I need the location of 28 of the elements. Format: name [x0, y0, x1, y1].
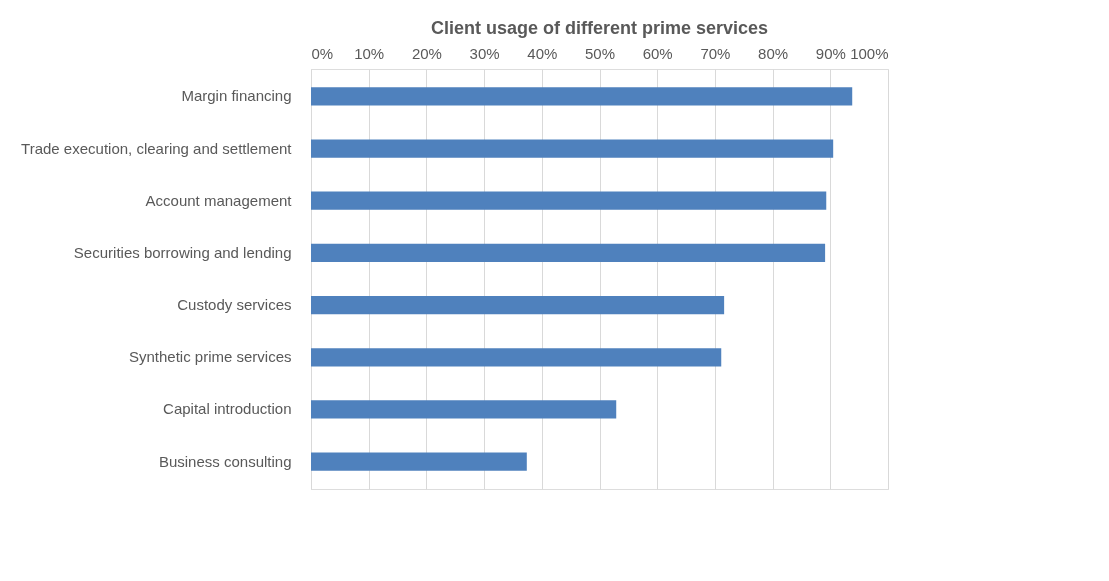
- x-tick-label: 50%: [584, 44, 616, 62]
- y-tick-label: Synthetic prime services: [128, 348, 292, 366]
- bar: [311, 348, 722, 367]
- y-tick-label: Custody services: [177, 296, 292, 314]
- x-tick-label: 90%: [815, 44, 846, 62]
- bar: [311, 139, 834, 158]
- y-tick-label: Account management: [145, 191, 293, 209]
- bar: [311, 452, 527, 471]
- y-tick-label: Capital introduction: [163, 400, 292, 418]
- x-tick-label: 80%: [758, 44, 789, 62]
- bar: [311, 87, 853, 106]
- bar: [311, 191, 827, 210]
- x-tick-label: 70%: [700, 44, 731, 62]
- x-tick-label: 20%: [411, 44, 442, 62]
- x-tick-label: 0%: [311, 44, 334, 62]
- bar: [311, 400, 617, 419]
- y-tick-label: Securities borrowing and lending: [73, 243, 292, 261]
- x-tick-label: 30%: [469, 44, 500, 62]
- x-tick-label: 60%: [642, 44, 673, 62]
- x-tick-label: 40%: [527, 44, 558, 62]
- y-tick-label: Business consulting: [158, 452, 292, 470]
- y-tick-label: Margin financing: [181, 87, 292, 105]
- bar: [311, 295, 725, 315]
- x-tick-label: 10%: [354, 44, 385, 62]
- chart-title: Client usage of different prime services: [430, 18, 769, 38]
- y-tick-label: Trade execution, clearing and settlement: [21, 139, 293, 157]
- x-tick-label: 100%: [850, 44, 889, 62]
- bar: [311, 243, 826, 263]
